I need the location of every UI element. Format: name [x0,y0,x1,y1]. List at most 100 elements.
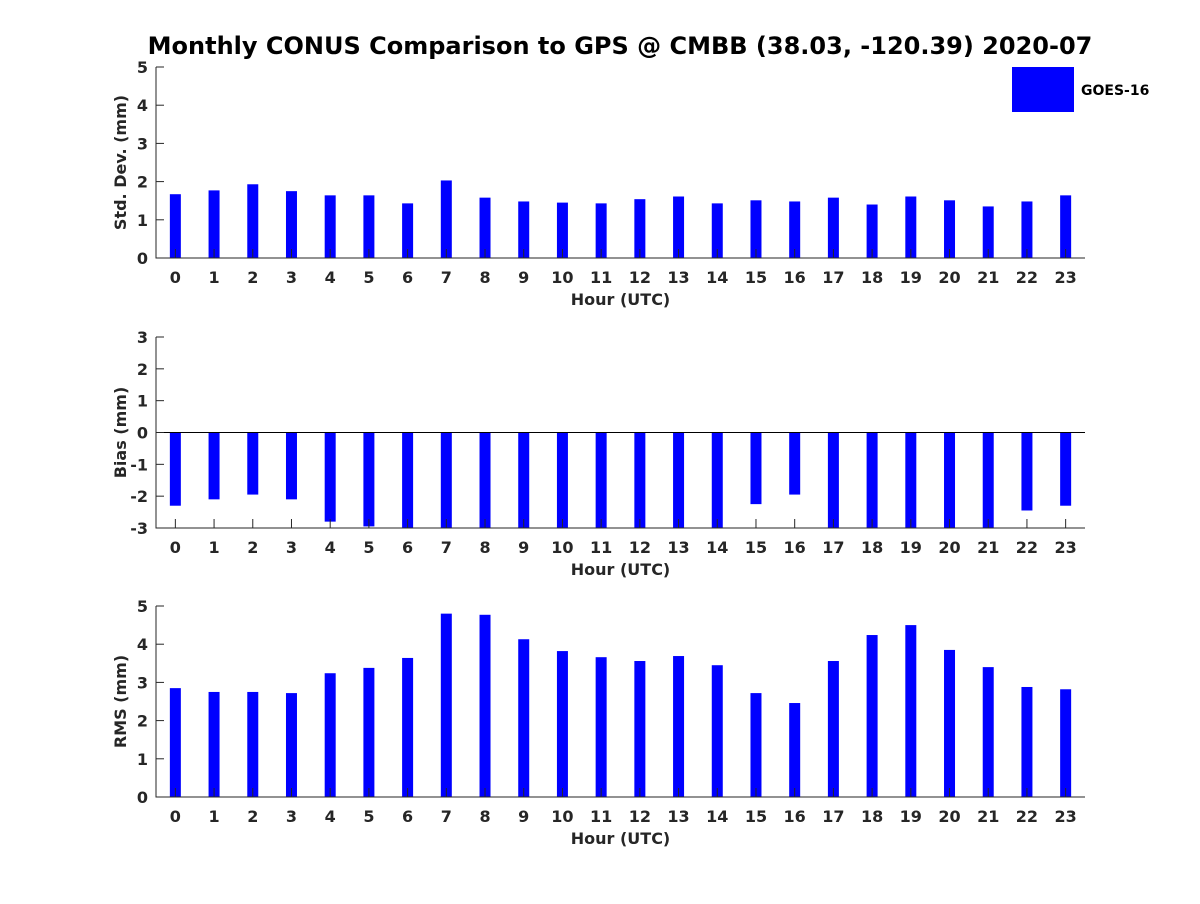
stddev-xtick-label: 10 [551,268,573,287]
bias-xtick-label: 22 [1016,538,1038,557]
stddev-xtick-label: 5 [363,268,374,287]
stddev-ytick-label: 3 [137,134,148,153]
rms-bar-18 [866,635,878,797]
bias-bar-5 [363,432,375,527]
stddev-xtick-label: 2 [247,268,258,287]
rms-bar-4 [324,673,336,797]
stddev-bar-7 [440,180,452,258]
stddev-ytick-label: 0 [137,249,148,268]
rms-xtick-label: 3 [286,807,297,826]
bias-bar-4 [324,432,336,522]
stddev-xtick-label: 23 [1055,268,1077,287]
rms-xtick-label: 22 [1016,807,1038,826]
stddev-bar-10 [556,202,568,258]
bias-xtick-label: 14 [706,538,728,557]
legend: GOES-16 [1012,67,1149,112]
stddev-xtick-label: 7 [441,268,452,287]
stddev-ytick-label: 5 [137,58,148,77]
rms-bar-8 [479,614,491,797]
rms-bar-14 [711,665,723,797]
stddev-bar-19 [905,196,917,258]
bias-ytick-label: 3 [137,328,148,347]
bias-ytick-label: -2 [130,487,148,506]
stddev-bar-14 [711,203,723,258]
stddev-xtick-label: 14 [706,268,728,287]
rms-xtick-label: 0 [170,807,181,826]
rms-xtick-label: 17 [822,807,844,826]
bias-xtick-label: 15 [745,538,767,557]
bias-bar-23 [1060,432,1072,506]
stddev-bar-13 [673,196,685,258]
bias-xtick-label: 0 [170,538,181,557]
stddev-bar-15 [750,200,762,258]
bias-xtick-label: 16 [784,538,806,557]
bias-bar-2 [247,432,259,495]
rms-bar-6 [402,657,414,797]
bias-xtick-label: 8 [479,538,490,557]
rms-xtick-label: 4 [325,807,336,826]
bias-yaxis-label: Bias (mm) [111,387,130,479]
rms-xtick-label: 6 [402,807,413,826]
bias-xtick-label: 6 [402,538,413,557]
stddev-xtick-label: 8 [479,268,490,287]
bias-bar-19 [905,432,917,528]
stddev-xtick-label: 0 [170,268,181,287]
rms-xtick-label: 13 [667,807,689,826]
bias-xtick-label: 10 [551,538,573,557]
bias-ytick-label: -1 [130,455,148,474]
rms-xtick-label: 8 [479,807,490,826]
rms-xtick-label: 20 [938,807,960,826]
bias-bar-8 [479,432,491,528]
stddev-xtick-label: 15 [745,268,767,287]
stddev-ytick-label: 4 [137,96,148,115]
stddev-bar-17 [827,197,839,258]
stddev-xtick-label: 17 [822,268,844,287]
bias-ytick-label: 1 [137,392,148,411]
rms-xtick-label: 18 [861,807,883,826]
stddev-bar-21 [982,206,994,258]
bias-bar-0 [169,432,181,506]
bias-bar-16 [789,432,801,495]
stddev-bar-6 [402,203,414,258]
stddev-bar-11 [595,203,607,258]
legend-swatch [1012,67,1074,112]
bias-bar-7 [440,432,452,528]
rms-bar-23 [1060,689,1072,797]
rms-bar-10 [556,651,568,797]
stddev-bar-5 [363,195,375,258]
rms-xtick-label: 10 [551,807,573,826]
rms-bar-5 [363,667,375,797]
rms-bar-16 [789,703,801,797]
stddev-xaxis-label: Hour (UTC) [571,290,671,309]
chart-title: Monthly CONUS Comparison to GPS @ CMBB (… [148,32,1093,60]
bias-bar-13 [673,432,685,528]
rms-xaxis-label: Hour (UTC) [571,829,671,848]
bias-xtick-label: 18 [861,538,883,557]
rms-xtick-label: 14 [706,807,728,826]
rms-bar-13 [673,656,685,797]
stddev-xtick-label: 9 [518,268,529,287]
bias-bar-6 [402,432,414,528]
bias-xtick-label: 17 [822,538,844,557]
stddev-bar-20 [944,200,956,258]
rms-xtick-label: 2 [247,807,258,826]
rms-bar-3 [285,693,297,797]
stddev-xtick-label: 6 [402,268,413,287]
rms-ytick-label: 1 [137,750,148,769]
rms-bar-9 [518,639,530,797]
rms-ytick-label: 2 [137,712,148,731]
stddev-bar-23 [1060,195,1072,258]
bias-bar-3 [285,432,297,500]
bias-bar-1 [208,432,220,500]
rms-xtick-label: 23 [1055,807,1077,826]
bias-xtick-label: 5 [363,538,374,557]
bias-bar-9 [518,432,530,528]
rms-ytick-label: 3 [137,673,148,692]
stddev-xtick-label: 11 [590,268,612,287]
bias-xtick-label: 2 [247,538,258,557]
bias-ytick-label: -3 [130,519,148,538]
